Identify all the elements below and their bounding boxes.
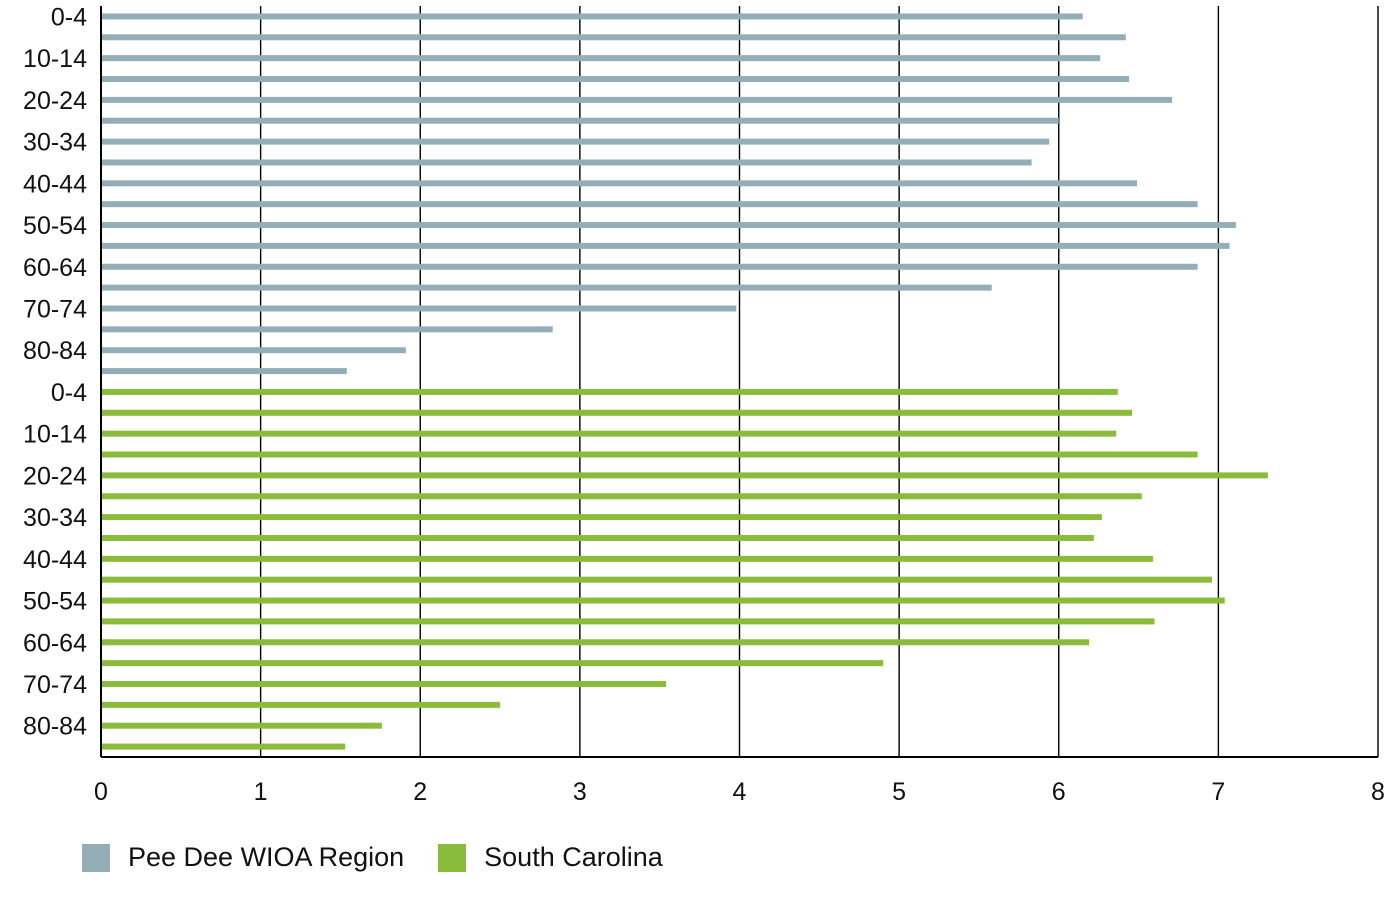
bar-series-2-25-29 xyxy=(101,493,1142,500)
bar-series-1-50-54 xyxy=(101,222,1236,229)
x-tick-label-4: 4 xyxy=(733,778,747,806)
bar-series-2-60-64 xyxy=(101,639,1090,646)
bar-series-1-10-14 xyxy=(101,55,1101,62)
bar-series-2-0-4 xyxy=(101,388,1118,395)
legend-item-series-1: Pee Dee WIOA Region xyxy=(82,842,404,873)
y-tick-label-60-64-series-2: 60-64 xyxy=(23,629,87,657)
x-tick-label-1: 1 xyxy=(254,778,268,806)
bar-series-1-85+ xyxy=(101,368,347,375)
x-tick-label-8: 8 xyxy=(1371,778,1385,806)
bar-series-1-60-64 xyxy=(101,263,1198,270)
x-tick-label-3: 3 xyxy=(573,778,587,806)
x-tick-label-2: 2 xyxy=(413,778,427,806)
y-tick-label-40-44-series-1: 40-44 xyxy=(23,170,87,198)
bar-series-1-80-84 xyxy=(101,347,406,354)
y-tick-label-10-14-series-1: 10-14 xyxy=(23,45,87,73)
legend-label-series-2: South Carolina xyxy=(484,842,663,872)
legend: Pee Dee WIOA Region South Carolina xyxy=(82,842,697,873)
y-tick-label-40-44-series-2: 40-44 xyxy=(23,546,87,574)
y-tick-label-50-54-series-2: 50-54 xyxy=(23,588,87,616)
legend-item-series-2: South Carolina xyxy=(438,842,663,873)
x-axis-tick-labels: 0 1 2 3 4 5 6 7 8 xyxy=(94,778,1385,806)
x-tick-label-7: 7 xyxy=(1211,778,1225,806)
x-tick-label-5: 5 xyxy=(892,778,906,806)
bar-series-2-40-44 xyxy=(101,555,1153,562)
bar-series-2-55-59 xyxy=(101,618,1155,625)
y-tick-label-80-84-series-1: 80-84 xyxy=(23,337,87,365)
bar-series-2-85+ xyxy=(101,743,346,750)
legend-swatch-series-2 xyxy=(438,843,467,872)
bar-chart: 0 1 2 3 4 5 6 7 8 0-4 10-14 20-24 30-34 40-44 50-54 60… xyxy=(23,3,1385,806)
y-tick-label-80-84-series-2: 80-84 xyxy=(23,713,87,741)
bars-group xyxy=(101,13,1268,750)
bar-series-2-20-24 xyxy=(101,472,1268,479)
axes-group xyxy=(100,6,1378,758)
y-tick-label-70-74-series-1: 70-74 xyxy=(23,295,87,323)
bar-series-2-10-14 xyxy=(101,430,1117,437)
bar-series-1-25-29 xyxy=(101,117,1059,124)
bar-series-1-0-4 xyxy=(101,13,1083,20)
y-tick-label-0-4-series-2: 0-4 xyxy=(51,379,87,407)
y-tick-label-70-74-series-2: 70-74 xyxy=(23,671,87,699)
y-tick-label-20-24-series-1: 20-24 xyxy=(23,87,87,115)
bar-series-1-45-49 xyxy=(101,201,1198,208)
y-tick-label-20-24-series-2: 20-24 xyxy=(23,462,87,490)
bar-series-1-20-24 xyxy=(101,96,1173,103)
bar-series-1-75-79 xyxy=(101,326,553,333)
bar-series-1-40-44 xyxy=(101,180,1137,187)
bar-series-1-65-69 xyxy=(101,284,992,291)
y-tick-label-30-34-series-1: 30-34 xyxy=(23,129,87,157)
y-tick-label-30-34-series-2: 30-34 xyxy=(23,504,87,532)
y-axis-tick-labels: 0-4 10-14 20-24 30-34 40-44 50-54 60-64 70-74 80… xyxy=(23,3,87,740)
y-tick-label-60-64-series-1: 60-64 xyxy=(23,254,87,282)
bar-series-2-35-39 xyxy=(101,534,1094,541)
bar-series-2-5-9 xyxy=(101,409,1133,416)
bar-series-1-30-34 xyxy=(101,138,1050,145)
grid-lines xyxy=(259,6,1379,757)
bar-series-2-50-54 xyxy=(101,597,1225,604)
bar-series-2-45-49 xyxy=(101,576,1212,583)
bar-series-2-80-84 xyxy=(101,722,382,729)
bar-series-2-65-69 xyxy=(101,660,884,667)
y-tick-label-0-4-series-1: 0-4 xyxy=(51,3,87,31)
bar-series-1-35-39 xyxy=(101,159,1032,166)
bar-series-1-55-59 xyxy=(101,242,1230,249)
y-tick-label-10-14-series-2: 10-14 xyxy=(23,421,87,449)
bar-series-1-5-9 xyxy=(101,34,1126,41)
bar-series-2-15-19 xyxy=(101,451,1198,458)
bar-series-2-75-79 xyxy=(101,701,501,708)
bar-series-1-70-74 xyxy=(101,305,737,312)
legend-label-series-1: Pee Dee WIOA Region xyxy=(128,842,405,872)
bar-series-2-30-34 xyxy=(101,514,1102,521)
bar-series-1-15-19 xyxy=(101,76,1129,83)
legend-swatch-series-1 xyxy=(82,843,110,872)
y-tick-label-50-54-series-1: 50-54 xyxy=(23,212,87,240)
bar-series-2-70-74 xyxy=(101,680,667,687)
x-tick-label-6: 6 xyxy=(1052,778,1066,806)
x-tick-label-0: 0 xyxy=(94,778,108,806)
